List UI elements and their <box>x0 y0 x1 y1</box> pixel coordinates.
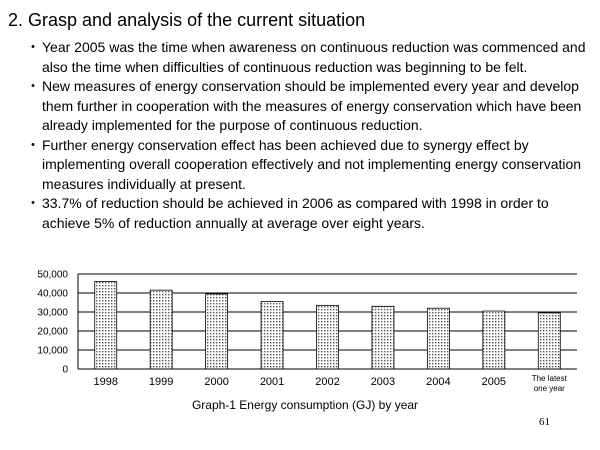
page-number: 61 <box>539 416 550 428</box>
bar <box>537 312 561 370</box>
bullet-text: 33.7% of reduction should be achieved in… <box>42 195 549 231</box>
bullet-item: ・ 33.7% of reduction should be achieved i… <box>8 194 593 233</box>
x-tick-label: 2002 <box>315 376 339 388</box>
y-tick-label: 50,000 <box>37 270 68 281</box>
bullet-item: ・ Year 2005 was the time when awareness o… <box>8 38 593 77</box>
slide-title: 2. Grasp and analysis of the current sit… <box>8 10 366 30</box>
bullet-mark: ・ <box>26 136 40 153</box>
x-tick-label: 2004 <box>426 376 450 388</box>
bar <box>426 307 450 370</box>
energy-consumption-chart: 0 10,000 20,000 30,000 40,000 50,000 1998 1999… <box>37 270 577 412</box>
y-tick-label: 40,000 <box>37 289 68 300</box>
x-tick-label: 2001 <box>260 376 284 388</box>
bar <box>149 289 173 370</box>
chart-title: Graph-1 Energy consumption (GJ) by year <box>192 398 418 412</box>
bullet-list: ・ Year 2005 was the time when awareness o… <box>8 38 593 233</box>
bullet-mark: ・ <box>26 195 40 211</box>
x-axis-tick-labels: 1998 1999 2000 2001 2002 2003 2004 2005 The late… <box>93 374 567 393</box>
bullet-text: Further energy conservation effect has b… <box>42 136 582 192</box>
bullet-item: ・ Further energy conservation effect has … <box>8 136 593 195</box>
bar <box>94 281 118 370</box>
bar <box>205 293 229 370</box>
bullet-mark: ・ <box>26 39 40 55</box>
x-tick-label: 2003 <box>371 376 395 388</box>
bar <box>371 305 395 370</box>
x-tick-label: 1999 <box>149 376 173 388</box>
bullet-text: New measures of energy conservation shou… <box>42 78 582 133</box>
bullet-item: ・ New measures of energy conservation sho… <box>8 77 593 136</box>
y-axis-tick-labels: 0 10,000 20,000 30,000 40,000 50,000 <box>37 270 68 376</box>
x-tick-label: 1998 <box>93 376 117 388</box>
x-tick-label: The latest one year <box>532 374 568 393</box>
bullet-text: Year 2005 was the time when awareness on… <box>42 39 586 75</box>
y-tick-label: 10,000 <box>37 346 68 357</box>
bar <box>316 304 339 370</box>
bullet-mark: ・ <box>26 78 40 94</box>
y-tick-label: 0 <box>62 365 68 376</box>
y-tick-label: 20,000 <box>37 327 68 338</box>
x-tick-label: 2000 <box>204 376 228 388</box>
bar <box>260 301 284 370</box>
y-tick-label: 30,000 <box>37 308 68 319</box>
bar <box>482 310 506 370</box>
x-tick-label: 2005 <box>482 376 506 388</box>
